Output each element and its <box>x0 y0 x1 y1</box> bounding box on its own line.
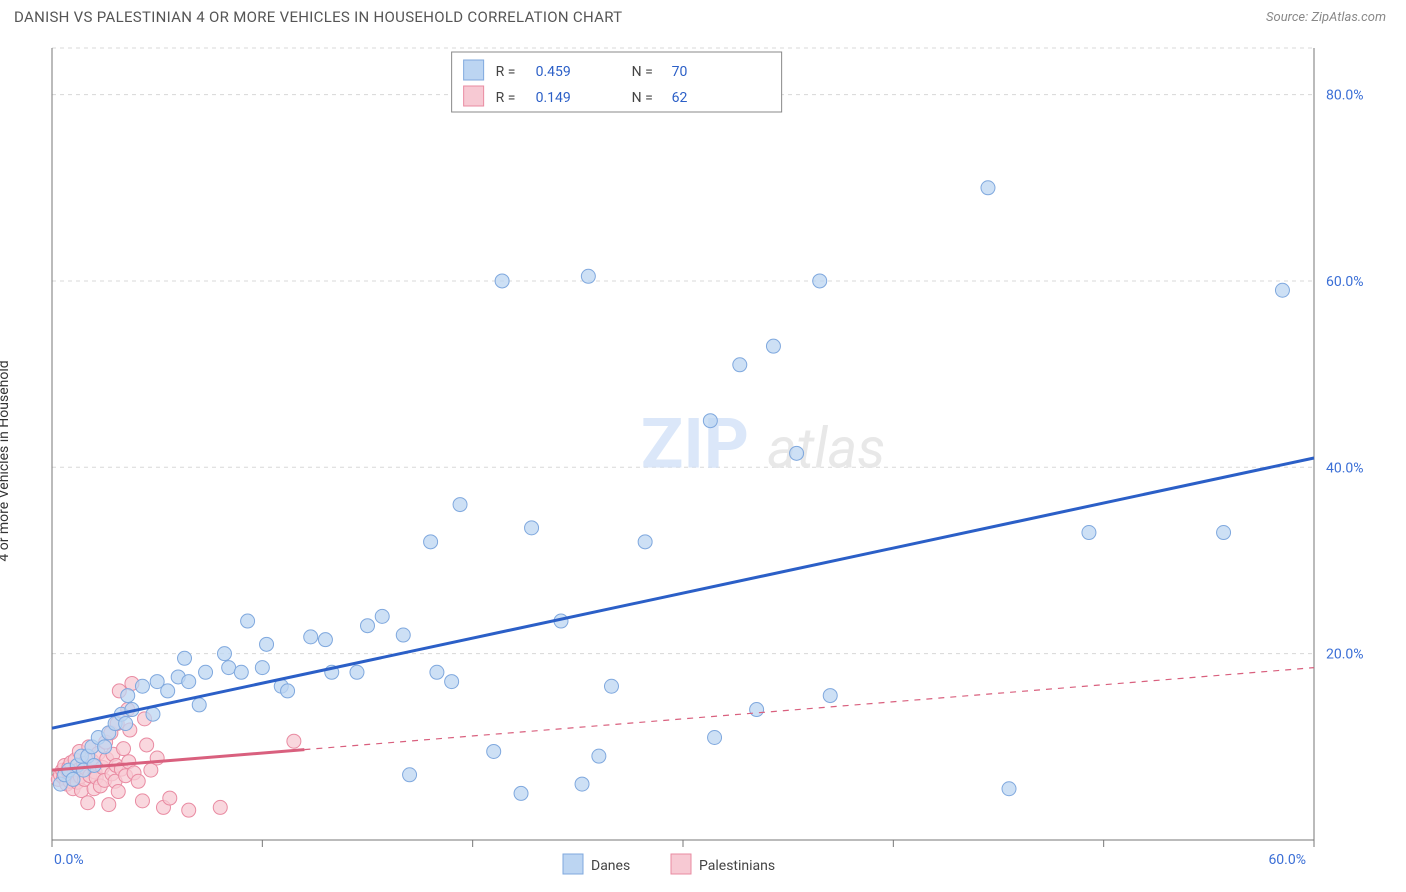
data-point-danes <box>703 414 717 428</box>
data-point-danes <box>1275 283 1289 297</box>
data-point-danes <box>575 777 589 791</box>
data-point-palestinians <box>182 803 196 817</box>
watermark-atlas: atlas <box>767 415 885 481</box>
data-point-danes <box>241 614 255 628</box>
data-point-danes <box>98 740 112 754</box>
scatter-chart: ZIP atlas 0.0% 60.0% 20.0% 40.0% 60.0% 80.0% R =… <box>14 40 1392 882</box>
data-point-danes <box>1002 782 1016 796</box>
data-point-danes <box>121 689 135 703</box>
y-tick-label: 80.0% <box>1326 88 1364 104</box>
data-point-danes <box>260 637 274 651</box>
x-tick-label: 0.0% <box>54 852 84 868</box>
x-tick-label: 60.0% <box>1268 852 1306 868</box>
data-point-danes <box>733 358 747 372</box>
data-point-danes <box>424 535 438 549</box>
legend-n-label: N = <box>632 64 653 80</box>
legend-n-value: 62 <box>672 90 688 106</box>
data-point-danes <box>813 274 827 288</box>
data-point-danes <box>178 651 192 665</box>
legend-swatch <box>464 60 484 80</box>
data-point-danes <box>430 665 444 679</box>
data-point-danes <box>1082 526 1096 540</box>
data-point-danes <box>823 689 837 703</box>
data-point-danes <box>161 684 175 698</box>
legend-r-value: 0.149 <box>536 90 571 106</box>
data-point-danes <box>592 749 606 763</box>
data-point-palestinians <box>213 800 227 814</box>
data-point-danes <box>495 274 509 288</box>
legend-r-value: 0.459 <box>536 64 571 80</box>
data-point-danes <box>146 707 160 721</box>
data-point-palestinians <box>117 742 131 756</box>
data-point-palestinians <box>81 796 95 810</box>
legend-n-value: 70 <box>672 64 688 80</box>
chart-title: DANISH VS PALESTINIAN 4 OR MORE VEHICLES… <box>14 8 622 26</box>
data-point-danes <box>708 731 722 745</box>
data-point-danes <box>396 628 410 642</box>
bottom-legend-label: Danes <box>591 858 630 874</box>
data-point-danes <box>182 675 196 689</box>
data-point-palestinians <box>135 794 149 808</box>
data-point-danes <box>318 633 332 647</box>
data-point-danes <box>1217 526 1231 540</box>
bottom-legend-swatch <box>563 854 583 874</box>
data-point-danes <box>304 630 318 644</box>
watermark-zip: ZIP <box>641 403 749 485</box>
data-point-danes <box>255 661 269 675</box>
y-tick-label: 40.0% <box>1326 460 1364 476</box>
data-point-danes <box>581 269 595 283</box>
data-point-danes <box>192 698 206 712</box>
data-point-danes <box>135 679 149 693</box>
data-point-palestinians <box>140 738 154 752</box>
y-axis-label: 4 or more Vehicles in Household <box>0 360 12 561</box>
y-tick-label: 20.0% <box>1326 647 1364 663</box>
data-point-palestinians <box>102 798 116 812</box>
y-tick-label: 60.0% <box>1326 274 1364 290</box>
data-point-danes <box>361 619 375 633</box>
data-point-danes <box>790 446 804 460</box>
data-point-danes <box>403 768 417 782</box>
data-point-danes <box>350 665 364 679</box>
data-point-danes <box>514 786 528 800</box>
legend-r-label: R = <box>496 90 516 106</box>
data-point-danes <box>638 535 652 549</box>
data-point-danes <box>445 675 459 689</box>
data-point-palestinians <box>111 785 125 799</box>
bottom-legend-label: Palestinians <box>699 858 775 874</box>
data-point-danes <box>234 665 248 679</box>
legend-swatch <box>464 86 484 106</box>
data-point-danes <box>199 665 213 679</box>
data-point-danes <box>750 703 764 717</box>
data-point-palestinians <box>131 774 145 788</box>
data-point-palestinians <box>163 791 177 805</box>
data-point-danes <box>604 679 618 693</box>
trend-line-danes <box>52 458 1314 728</box>
data-point-danes <box>222 661 236 675</box>
data-point-danes <box>525 521 539 535</box>
legend-n-label: N = <box>632 90 653 106</box>
legend-r-label: R = <box>496 64 516 80</box>
data-point-danes <box>981 181 995 195</box>
data-point-danes <box>119 717 133 731</box>
data-point-danes <box>375 609 389 623</box>
data-point-danes <box>281 684 295 698</box>
data-point-danes <box>217 647 231 661</box>
bottom-legend-swatch <box>671 854 691 874</box>
data-point-palestinians <box>287 734 301 748</box>
data-point-danes <box>487 744 501 758</box>
source-label: Source: ZipAtlas.com <box>1266 10 1386 25</box>
data-point-danes <box>766 339 780 353</box>
data-point-danes <box>453 498 467 512</box>
